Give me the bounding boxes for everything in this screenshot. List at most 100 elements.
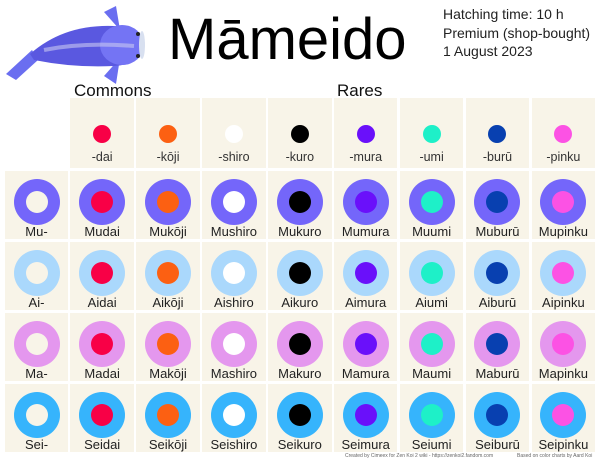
header-cell-mura: -mura [333,98,398,168]
koi-color-icon [540,321,587,367]
koi-color-icon [79,179,126,225]
header-cell-kuro: -kuro [268,98,332,168]
variant-name: Mushiro [210,224,258,239]
variant-name: Mukōji [149,224,187,239]
variant-name: Aishiro [214,295,254,310]
variant-name: Maburū [475,366,520,381]
inner-color-dot [222,262,245,284]
koi-color-icon [342,250,389,296]
variant-cell: Seiumi [399,384,464,452]
variant-name: Muumi [412,224,452,239]
variant-name: Seiumi [411,437,452,452]
koi-color-icon [210,179,257,225]
inner-color-dot [552,404,575,426]
inner-color-dot [222,191,245,213]
ring-center [25,333,48,355]
koi-color-icon [408,179,455,225]
inner-color-dot [552,262,575,284]
inner-color-dot [354,333,377,355]
variant-name: Aiumi [415,295,448,310]
header-cell-kōji: -kōji [136,98,200,168]
koi-color-icon [210,321,257,367]
variant-grid: -dai -kōji -shiro -kuro -mura -umi -burū -pinku… [5,98,596,452]
inner-color-dot [288,404,311,426]
inner-color-dot [486,191,509,213]
koi-color-icon [145,250,192,296]
koi-color-icon [474,392,521,438]
inner-color-dot [354,191,377,213]
koi-color-icon [276,321,323,367]
inner-color-dot [91,262,114,284]
koi-color-icon [79,250,126,296]
inner-color-dot [486,404,509,426]
koi-color-icon [342,392,389,438]
suffix-label: -kōji [156,150,180,164]
prefix-label: Ai- [28,295,45,310]
koi-color-icon [79,392,126,438]
header-cell-dai: -dai [70,98,134,168]
inner-color-dot [420,333,443,355]
premium-status: Premium (shop-bought) [443,24,591,41]
variant-cell: Mushiro [202,171,266,239]
inner-color-dot [552,333,575,355]
variant-name: Mapinku [538,366,588,381]
inner-color-dot [157,333,180,355]
koi-color-icon [276,250,323,296]
variant-cell: Madai [70,313,134,381]
inner-color-dot [222,333,245,355]
header-cell-burū: -burū [465,98,530,168]
variant-name: Seishiro [210,437,258,452]
koi-color-icon [145,321,192,367]
header-cell-umi: -umi [399,98,464,168]
suffix-label: -burū [482,150,513,164]
prefix-label: Ma- [25,366,48,381]
variant-cell: Makuro [268,313,332,381]
inner-color-dot [288,333,311,355]
variant-name: Seimura [341,437,390,452]
header-cell-shiro: -shiro [202,98,266,168]
koi-color-icon [474,250,521,296]
variant-cell: Aiumi [399,242,464,310]
variant-cell: Seimura [333,384,398,452]
variant-cell: Mamura [333,313,398,381]
variant-name: Seipinku [538,437,589,452]
variant-name: Aikōji [152,295,184,310]
variant-cell: Aikōji [136,242,200,310]
koi-color-icon [342,179,389,225]
suffix-label: -pinku [546,150,581,164]
koi-color-icon [79,321,126,367]
variant-cell: Mapinku [531,313,596,381]
corner-blank [5,98,68,168]
variant-cell: Aishiro [202,242,266,310]
inner-color-dot [354,262,377,284]
info-block: Hatching time: 10 h Premium (shop-bought… [443,5,590,61]
suffix-label: -umi [419,150,444,164]
variant-cell: Aimura [333,242,398,310]
ring-center [25,404,48,426]
variant-name: Mamura [341,366,390,381]
inner-color-dot [486,333,509,355]
color-dot-icon [290,125,309,143]
koi-color-icon [276,179,323,225]
inner-color-dot [288,191,311,213]
color-dot-icon [488,125,507,143]
inner-color-dot [288,262,311,284]
koi-color-icon [342,321,389,367]
variant-cell: Seiburū [465,384,530,452]
variant-cell: Mukōji [136,171,200,239]
suffix-label: -mura [349,150,383,164]
inner-color-dot [420,191,443,213]
credit-left: Created by Cimeex for Zen Koi 2 wiki - h… [345,453,494,459]
prefix-label: Mu- [25,224,48,239]
color-dot-icon [159,125,178,143]
color-dot-icon [554,125,573,143]
variant-name: Muburū [475,224,520,239]
row-prefix-cell: Ma- [5,313,68,381]
variant-cell: Seidai [70,384,134,452]
variant-name: Mupinku [538,224,588,239]
row-prefix-cell: Mu- [5,171,68,239]
variant-name: Seikuro [277,437,322,452]
variant-name: Madai [84,366,120,381]
koi-color-icon [145,392,192,438]
color-dot-icon [224,125,243,143]
